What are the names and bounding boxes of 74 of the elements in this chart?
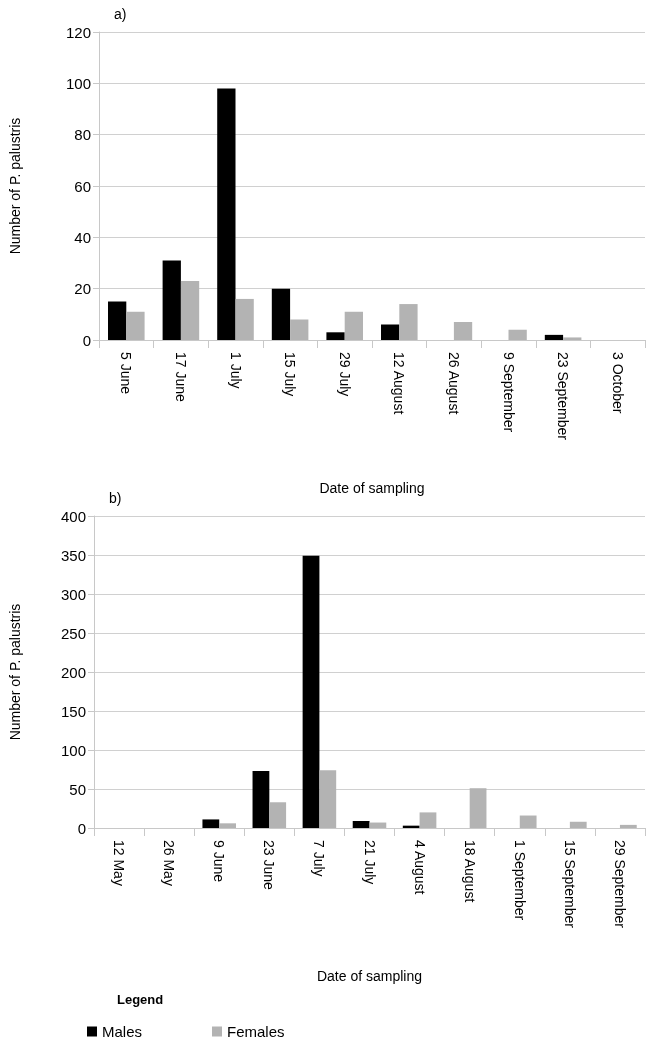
bar (569, 821, 587, 828)
legend-label: Females (227, 1023, 285, 1040)
bar (202, 819, 220, 828)
x-axis-title: Date of sampling (319, 480, 425, 496)
bar (217, 88, 236, 340)
bar (399, 304, 418, 340)
bar (108, 301, 127, 340)
bar (126, 311, 145, 340)
bar (235, 298, 254, 340)
bar (271, 288, 291, 340)
y-tick-label: 0 (82, 331, 91, 349)
x-tick-label: 26 May (161, 840, 178, 886)
bar (619, 824, 637, 828)
bar (219, 823, 237, 828)
x-tick-label: 26 August (445, 352, 462, 415)
x-tick-label: 1 July (227, 352, 244, 389)
bar (269, 802, 287, 828)
legend-label: Males (102, 1023, 143, 1040)
y-tick-label: 300 (60, 585, 86, 603)
x-tick-label: 12 May (111, 840, 128, 886)
bar (344, 311, 363, 340)
bar (469, 788, 487, 828)
bar (326, 332, 345, 340)
bar (319, 770, 337, 828)
x-tick-label: 18 August (461, 840, 478, 903)
x-tick-label: 1 September (511, 840, 528, 921)
x-tick-label: 29 July (336, 352, 353, 397)
y-tick-label: 200 (60, 663, 86, 681)
x-tick-label: 7 July (311, 840, 328, 877)
bar (508, 329, 527, 340)
bar (563, 337, 582, 340)
x-tick-label: 12 August (391, 352, 408, 415)
bar (162, 260, 181, 340)
bar (419, 812, 437, 828)
x-tick-label: 4 August (411, 840, 428, 895)
x-tick-label: 3 October (609, 352, 626, 414)
y-tick-label: 100 (65, 74, 91, 92)
y-tick-label: 150 (60, 702, 86, 720)
x-tick-label: 5 June (118, 352, 135, 395)
y-tick-label: 350 (60, 546, 86, 564)
bar (302, 555, 320, 828)
x-tick-label: 21 July (361, 840, 378, 885)
bar (290, 319, 309, 340)
bar (180, 280, 200, 340)
x-tick-label: 15 July (282, 352, 299, 397)
x-tick-label: 17 June (172, 352, 189, 403)
x-tick-label: 23 June (261, 840, 278, 891)
y-tick-label: 40 (74, 228, 91, 246)
bar (352, 820, 370, 828)
y-tick-label: 250 (60, 624, 86, 642)
y-tick-label: 60 (74, 177, 91, 195)
y-tick-label: 400 (60, 507, 86, 525)
y-axis-title: Number of P. palustris (7, 603, 23, 741)
y-tick-label: 80 (74, 126, 91, 144)
x-tick-label: 29 September (611, 840, 628, 929)
chart-title: b) (109, 490, 122, 506)
chart-title: a) (114, 6, 127, 22)
bar (252, 771, 270, 828)
y-axis-title: Number of P. palustris (7, 117, 23, 255)
legend-title: Legend (117, 992, 164, 1007)
bar (453, 322, 473, 340)
y-tick-label: 0 (77, 819, 86, 837)
bar (544, 334, 564, 340)
bar (381, 324, 400, 340)
x-axis-title: Date of sampling (316, 968, 423, 984)
y-tick-label: 20 (74, 280, 91, 298)
x-tick-label: 9 June (211, 840, 228, 883)
y-tick-label: 120 (65, 23, 91, 41)
x-tick-label: 23 September (555, 352, 572, 441)
x-tick-label: 9 September (500, 352, 517, 433)
bar (519, 815, 537, 828)
x-tick-label: 15 September (561, 840, 578, 929)
y-tick-label: 50 (69, 780, 86, 798)
y-tick-label: 100 (60, 741, 86, 759)
